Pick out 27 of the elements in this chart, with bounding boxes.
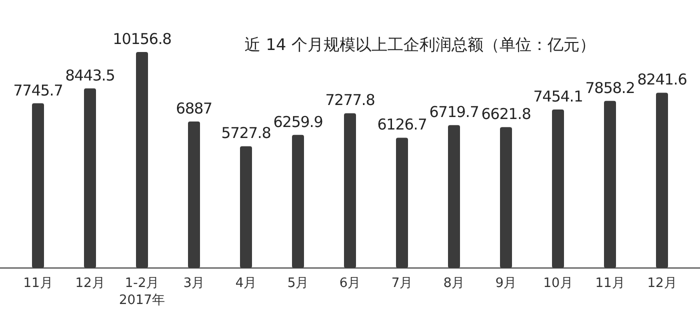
x-tick-label: 7月: [391, 276, 413, 291]
x-tick-label: 8月: [443, 276, 465, 291]
x-tick-label: 11月: [595, 276, 625, 291]
data-label: 8241.6: [637, 70, 687, 89]
data-label: 6719.7: [429, 103, 479, 122]
chart-title: 近 14 个月规模以上工企利润总额（单位：亿元）: [244, 35, 596, 54]
data-label: 7858.2: [585, 78, 635, 97]
x-tick-label: 12月: [647, 276, 677, 291]
x-tick-label: 9月: [495, 276, 517, 291]
x-tick-label: 3月: [183, 276, 205, 291]
data-label: 6259.9: [273, 112, 323, 131]
data-label: 6887: [176, 100, 212, 118]
x-tick-label: 5月: [287, 276, 309, 291]
x-tick-label: 10月: [543, 276, 573, 291]
x-tick-label: 4月: [235, 276, 257, 291]
x-tick-label: 11月: [23, 276, 53, 291]
data-label: 8443.5: [65, 66, 115, 84]
data-label: 10156.8: [112, 30, 172, 48]
data-label: 5727.8: [221, 124, 271, 142]
x-tick-label: 12月: [75, 276, 105, 291]
data-label: 7454.1: [533, 87, 583, 106]
data-label: 6621.8: [481, 105, 531, 124]
x-tick-label: 6月: [339, 276, 361, 291]
x-tick-label: 1-2月 2017年: [118, 276, 166, 308]
data-label: 6126.7: [377, 116, 427, 134]
data-label: 7745.7: [13, 81, 63, 100]
data-label: 7277.8: [325, 91, 375, 110]
